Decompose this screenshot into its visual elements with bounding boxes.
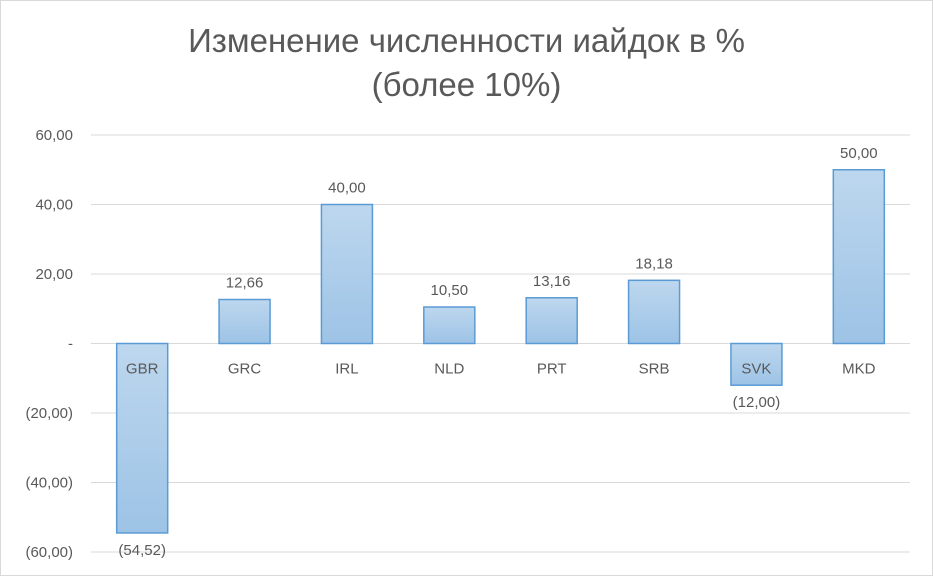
bar-gbr [115, 342, 169, 534]
chart-title-line-1: Изменение численности иайдок в % [188, 22, 745, 59]
data-label: 40,00 [328, 180, 366, 197]
bar-srb [627, 279, 681, 345]
x-category-label: SRB [639, 361, 670, 378]
bar-irl [320, 203, 374, 345]
bar-nld [423, 306, 476, 345]
data-label: 13,16 [533, 273, 571, 290]
chart-title: Изменение численности иайдок в % (более … [1, 19, 932, 107]
bar-mkd [832, 169, 886, 345]
y-tick-label: 40,00 [35, 197, 73, 214]
chart-title-line-2: (более 10%) [371, 66, 562, 103]
x-category-label: PRT [537, 361, 567, 378]
y-tick-label: 60,00 [35, 127, 73, 144]
x-category-label: GBR [126, 361, 159, 378]
data-label: 18,18 [635, 255, 673, 272]
x-category-label: NLD [434, 361, 464, 378]
bars [115, 169, 886, 534]
y-tick-label: (20,00) [25, 405, 73, 422]
x-category-label: GRC [228, 361, 262, 378]
labels: 60,00 40,00 20,00 - (20,00) (40,00) (60,00) GBR… [25, 127, 877, 561]
bar-svk [730, 342, 783, 386]
data-label: 12,66 [226, 275, 264, 292]
data-label: 10,50 [431, 282, 469, 299]
x-category-label: SVK [741, 361, 771, 378]
y-tick-label: - [68, 336, 73, 353]
data-label: 50,00 [840, 145, 878, 162]
x-category-label: IRL [335, 361, 358, 378]
data-label: (12,00) [733, 394, 781, 411]
gridlines [91, 134, 910, 553]
y-tick-label: 20,00 [35, 266, 73, 283]
x-category-label: MKD [842, 361, 876, 378]
y-tick-label: (40,00) [25, 475, 73, 492]
y-tick-label: (60,00) [25, 544, 73, 561]
bar-prt [525, 297, 578, 345]
data-label: (54,52) [118, 542, 166, 559]
bar-grc [218, 298, 271, 345]
